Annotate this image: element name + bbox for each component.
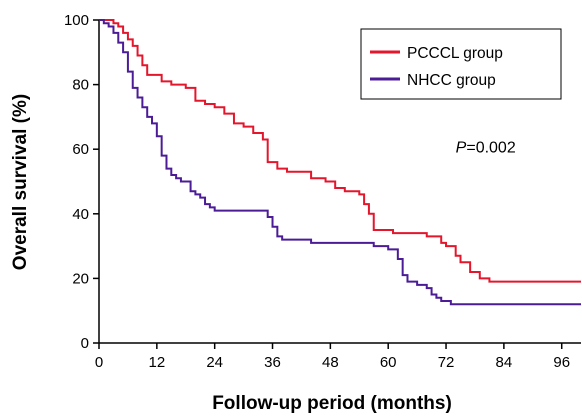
y-axis-ticks: 0 20 40 60 80 100 bbox=[64, 12, 99, 352]
y-tick-label: 40 bbox=[72, 206, 89, 223]
x-tick-label: 48 bbox=[322, 354, 339, 371]
y-tick-label: 60 bbox=[72, 141, 89, 158]
x-tick-label: 84 bbox=[496, 354, 513, 371]
axes bbox=[98, 20, 581, 344]
p-value-annotation: P=0.002 bbox=[456, 139, 516, 156]
x-tick-label: 60 bbox=[380, 354, 397, 371]
series-line-pcccl bbox=[99, 19, 581, 283]
y-tick-label: 20 bbox=[72, 270, 89, 287]
series-layer bbox=[99, 19, 581, 306]
legend: PCCCL group NHCC group bbox=[360, 28, 562, 100]
x-tick-label: 72 bbox=[438, 354, 455, 371]
y-tick-label: 80 bbox=[72, 77, 89, 94]
y-tick-label: 0 bbox=[81, 335, 89, 352]
x-tick-label: 24 bbox=[206, 354, 223, 371]
x-tick-label: 0 bbox=[95, 354, 103, 371]
x-axis-ticks: 0 12 24 36 48 60 72 84 96 bbox=[95, 343, 570, 371]
legend-label-pcccl: PCCCL group bbox=[407, 45, 503, 62]
x-tick-label: 96 bbox=[553, 354, 570, 371]
series-line-nhcc bbox=[99, 19, 581, 306]
p-value-text: =0.002 bbox=[466, 139, 515, 156]
y-axis-title: Overall survival (%) bbox=[10, 94, 31, 270]
legend-label-nhcc: NHCC group bbox=[407, 72, 496, 89]
x-axis-title: Follow-up period (months) bbox=[212, 393, 452, 414]
y-tick-label: 100 bbox=[64, 12, 89, 29]
legend-box bbox=[360, 28, 562, 100]
p-value-symbol: P bbox=[456, 139, 467, 156]
x-tick-label: 12 bbox=[148, 354, 165, 371]
x-tick-label: 36 bbox=[264, 354, 281, 371]
